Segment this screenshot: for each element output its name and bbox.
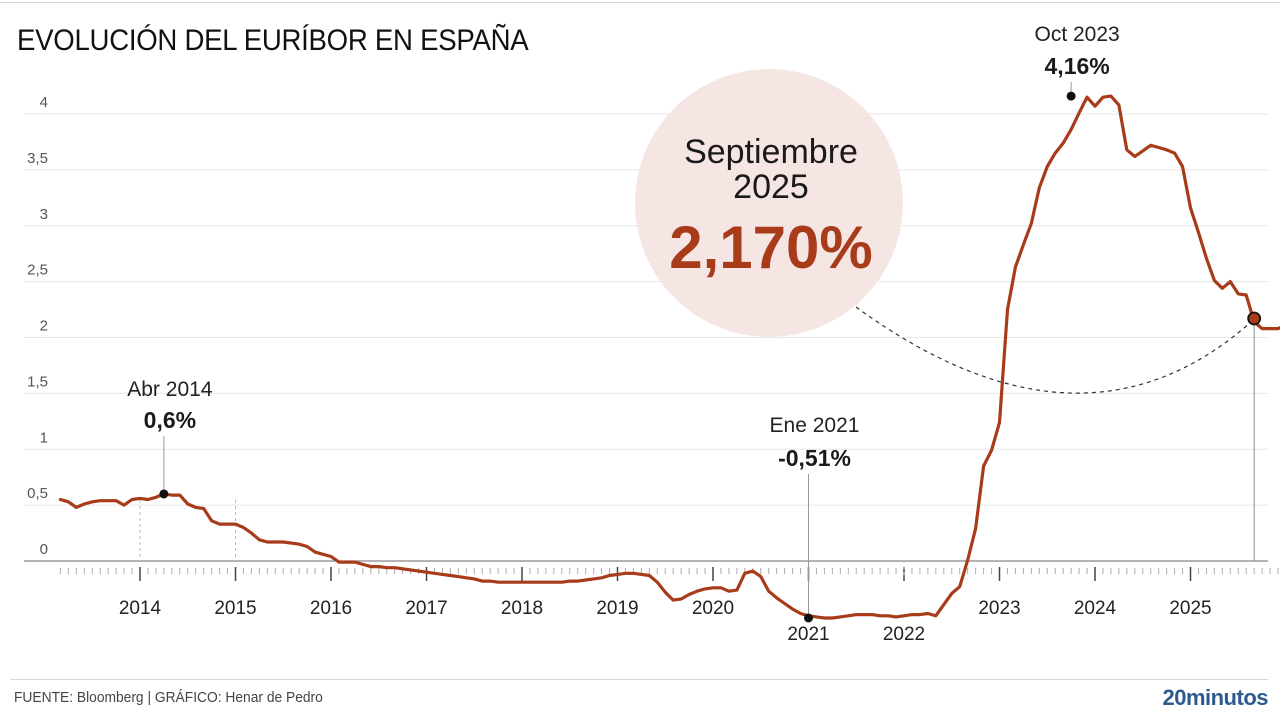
annotation-point [1066,91,1076,101]
x-tick-label: 2025 [1169,598,1211,619]
annotations: Abr 2014 0,6% Ene 2021 -0,51% Oct 2023 4,16% [127,23,1120,618]
y-tick-label: 1,5 [27,373,48,390]
x-tick-label: 2023 [978,598,1020,619]
annotation-date-label: Abr 2014 [127,378,213,401]
brand-logo: 20minutos [1162,685,1268,710]
y-tick-label: 2 [40,318,48,335]
y-tick-label: 0 [40,541,48,558]
x-tick-label: 2019 [596,598,638,619]
highlight-bubble-circle [635,69,903,337]
y-tick-label: 2,5 [27,262,48,279]
x-tick-label: 2022 [883,624,925,645]
annotation-point [159,489,169,499]
y-axis-ticks: 0 0,5 1 1,5 2 2,5 3 3,5 4 [27,94,48,558]
x-tick-label: 2024 [1074,598,1117,619]
highlight-year-label: 2025 [733,168,809,206]
x-tick-label: 2017 [405,598,447,619]
x-tick-label: 2015 [214,598,256,619]
x-tick-label: 2014 [119,598,162,619]
highlight-connector-curve [855,306,1249,394]
annotation-date-label: Ene 2021 [770,414,860,437]
highlight-point [1247,311,1262,326]
x-axis: 2014 2015 2016 2017 2018 2019 2020 2021 2022 2023… [24,500,1279,645]
highlight-value-label: 2,170% [669,214,873,281]
y-tick-label: 1 [40,429,48,446]
annotation-point [804,613,813,623]
y-tick-label: 3 [40,206,48,223]
x-tick-label: 2020 [692,598,734,619]
y-tick-label: 0,5 [27,485,48,502]
highlight-month-label: Septiembre [684,133,858,171]
annotation-value-label: 0,6% [144,407,196,433]
y-tick-label: 3,5 [27,150,48,167]
highlight-bubble: Septiembre 2025 2,170% [635,69,903,337]
annotation-value-label: -0,51% [778,445,851,471]
annotation-markers [159,91,1262,623]
x-tick-label: 2021 [787,624,829,645]
x-tick-label: 2018 [501,598,543,619]
x-tick-label: 2016 [310,598,352,619]
y-tick-label: 4 [40,94,48,111]
footer-divider [10,679,1268,680]
euribor-series-line [58,94,1280,620]
chart-title: EVOLUCIÓN DEL EURÍBOR EN ESPAÑA [17,24,529,57]
annotation-value-label: 4,16% [1045,53,1110,79]
annotation-date-label: Oct 2023 [1035,23,1120,46]
source-credit: FUENTE: Bloomberg | GRÁFICO: Henar de Pe… [14,689,323,706]
top-divider [0,2,1280,3]
